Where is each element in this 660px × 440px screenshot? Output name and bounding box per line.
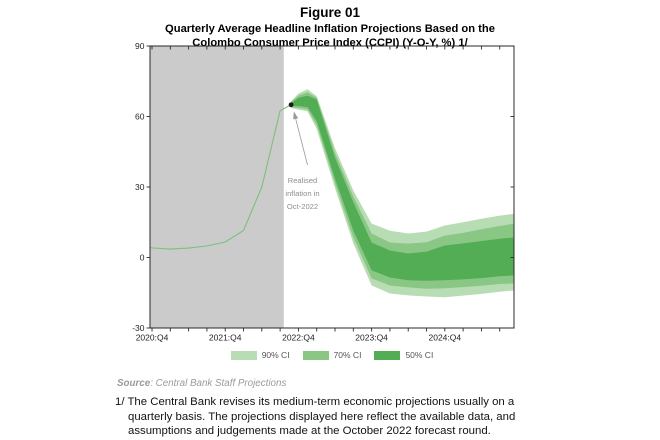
annotation-arrow-line	[295, 118, 308, 166]
fan-band-50ci	[291, 95, 514, 281]
legend-swatch-70ci	[302, 350, 329, 360]
footnote-line-3: assumptions and judgements made at the O…	[128, 425, 491, 437]
legend-swatch-90ci	[230, 350, 257, 360]
legend-label-50ci: 50% CI	[405, 350, 434, 360]
legend-label-90ci: 90% CI	[261, 350, 290, 360]
x-axis-label: 2023:Q4	[355, 333, 388, 343]
x-axis-label: 2020:Q4	[136, 333, 169, 343]
legend-label-70ci: 70% CI	[333, 350, 362, 360]
legend-item-50ci: 50% CI	[374, 350, 433, 360]
x-axis-label: 2022:Q4	[282, 333, 315, 343]
footnote: 1/ The Central Bank revises its medium-t…	[115, 395, 575, 439]
source-line: Source: Central Bank Staff Projections	[117, 378, 286, 389]
annotation-text-line: Oct-2022	[287, 202, 318, 211]
annotation-text-line: Realised	[288, 176, 318, 185]
figure-subtitle-line1: Quarterly Average Headline Inflation Pro…	[165, 23, 495, 35]
legend-item-70ci: 70% CI	[302, 350, 362, 360]
annotation-text-line: inflation in	[285, 189, 319, 198]
legend-swatch-50ci	[374, 350, 401, 360]
x-axis-label: 2024:Q4	[429, 333, 462, 343]
y-axis-label: 90	[135, 41, 145, 51]
realised-point-dot	[288, 102, 294, 108]
fan-band-70ci	[291, 92, 514, 289]
y-axis-label: -30	[132, 323, 145, 333]
legend-item-90ci: 90% CI	[230, 350, 290, 360]
chart-legend: 90% CI 70% CI 50% CI	[150, 350, 514, 360]
footnote-line-2: quarterly basis. The projections display…	[128, 410, 516, 423]
y-axis-label: 60	[135, 111, 145, 121]
source-label: Source	[117, 378, 151, 389]
history-shaded-region	[150, 46, 284, 328]
x-axis-label: 2021:Q4	[209, 333, 242, 343]
source-text: : Central Bank Staff Projections	[150, 378, 287, 389]
footnote-line-1: 1/ The Central Bank revises its medium-t…	[115, 396, 515, 408]
figure-title: Figure 01	[299, 5, 361, 20]
y-axis-label: 0	[140, 252, 145, 262]
history-line	[149, 104, 292, 250]
y-axis-label: 30	[135, 182, 145, 192]
annotation-arrowhead	[293, 111, 299, 120]
